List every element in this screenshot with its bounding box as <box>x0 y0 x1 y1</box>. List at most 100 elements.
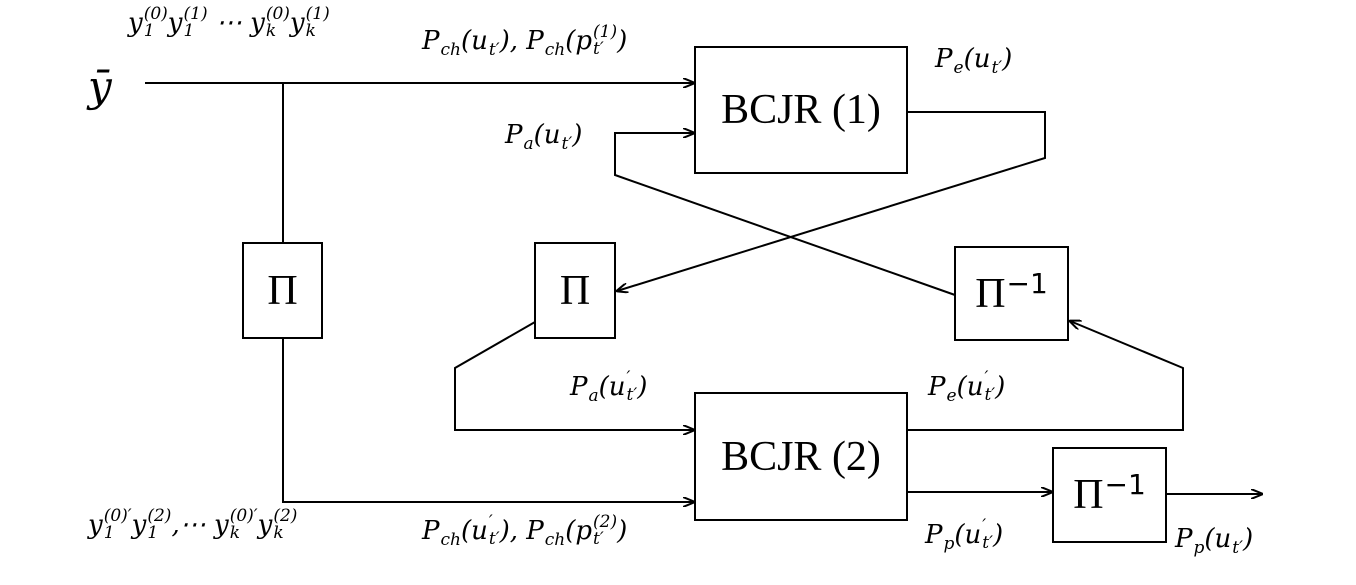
superscript: (0) <box>143 4 168 24</box>
base: ), <box>499 515 527 546</box>
subscript: 1 <box>147 523 159 543</box>
scripts: (2) k <box>273 508 297 542</box>
scripts: (0)′ k <box>230 508 258 542</box>
subscript: t′ <box>488 528 500 549</box>
term: Π <box>267 267 297 315</box>
superscript: (2) <box>273 506 298 526</box>
base: (u <box>598 371 626 402</box>
scripts: ch <box>545 22 565 59</box>
subscript: a <box>523 134 534 154</box>
term: (u t′ <box>1204 520 1243 557</box>
base: y <box>250 8 265 38</box>
scripts: −1 <box>1105 471 1146 519</box>
base: y <box>88 510 103 540</box>
base: ) <box>617 515 628 546</box>
term: y (2) k <box>258 508 298 542</box>
term: (u ′ t′ <box>598 369 638 405</box>
base: BCJR (1) <box>721 87 881 133</box>
superscript: −1 <box>1006 266 1048 300</box>
term: ), <box>500 26 527 56</box>
apriori-line <box>454 321 694 430</box>
bcjr2-box <box>694 392 908 521</box>
base: y <box>128 8 143 38</box>
term: ) <box>572 120 582 150</box>
term: ⋯ <box>208 8 251 38</box>
superscript: (1) <box>183 4 208 24</box>
scripts: p <box>1194 520 1205 557</box>
subscript: ch <box>544 40 566 60</box>
subscript: k <box>229 523 240 543</box>
scripts: ′ t′ <box>626 369 638 405</box>
superscript: (0)′ <box>229 506 258 526</box>
subscript: t′ <box>991 58 1003 78</box>
base: ) <box>617 25 628 56</box>
subscript: t′ <box>561 134 573 154</box>
scripts: ′ t′ <box>982 517 993 552</box>
bottom-input: y (0)′ 1 y (2) 1 ,⋯ y (0)′ k y (2) k <box>88 508 297 542</box>
term: ,⋯ <box>171 510 214 540</box>
subscript: k <box>305 21 316 41</box>
subscript: 1 <box>183 21 195 41</box>
term: (u t′ <box>964 40 1003 77</box>
scripts: e <box>954 40 964 77</box>
bcjr1: BCJR (1) <box>695 47 907 173</box>
scripts: (2) 1 <box>147 508 171 542</box>
term: BCJR (1) <box>721 86 881 134</box>
base: P <box>422 25 440 56</box>
apriori-line <box>614 133 956 296</box>
term: (u ′ t′ <box>956 367 996 404</box>
term: (p (2) t′ <box>565 513 617 548</box>
term: ) <box>617 516 627 546</box>
term: y (1) k <box>290 6 330 40</box>
scripts: −1 <box>1006 266 1048 318</box>
base: ) <box>995 371 1006 402</box>
pi-left: Π <box>243 243 322 338</box>
superscript: (0)′ <box>103 506 132 526</box>
base: y <box>167 8 183 38</box>
scripts: t′ <box>562 116 573 153</box>
base: (p <box>565 515 593 546</box>
base: ,⋯ <box>171 510 214 540</box>
extrinsic-line <box>617 111 1046 291</box>
base: ) <box>1242 523 1254 554</box>
scripts: t′ <box>991 40 1002 77</box>
pi-inv-right: Π −1 <box>955 247 1068 340</box>
superscript: ′ <box>984 367 989 388</box>
term: ), <box>500 516 527 546</box>
subscript: p <box>943 534 955 554</box>
term: Π <box>560 267 590 315</box>
term: y (0) 1 <box>128 6 168 40</box>
scripts: e <box>947 368 957 405</box>
scripts: p <box>944 516 955 553</box>
scripts: ch <box>545 512 565 549</box>
branch-line <box>282 338 694 502</box>
scripts: (0) 1 <box>144 6 168 40</box>
subscript: e <box>946 386 957 406</box>
base: ) <box>572 119 583 150</box>
term: BCJR (2) <box>721 433 881 481</box>
subscript: t′ <box>626 384 638 405</box>
subscript: k <box>265 21 277 41</box>
pi-inv-right-box <box>954 246 1069 341</box>
base: y <box>213 510 229 540</box>
base: y <box>131 510 147 540</box>
scripts: a <box>589 368 599 405</box>
term: ) <box>637 372 647 402</box>
term: ) <box>993 520 1003 550</box>
subscript: 1 <box>103 523 115 543</box>
base: ⋯ <box>207 8 251 38</box>
base: (u <box>956 371 984 402</box>
scripts: (1) k <box>306 6 330 40</box>
